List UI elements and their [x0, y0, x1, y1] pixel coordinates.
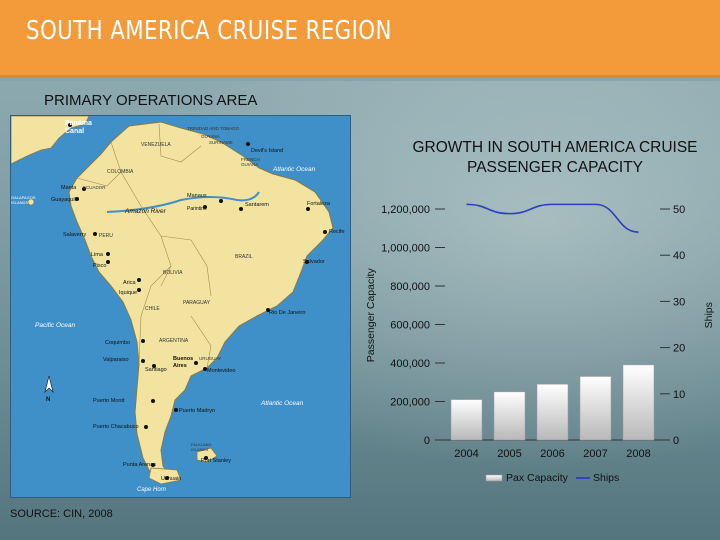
bar-2008	[622, 364, 655, 441]
map-label-arica: Arica	[123, 280, 136, 286]
chart-title: GROWTH IN SOUTH AMERICA CRUISE PASSENGER…	[412, 139, 698, 176]
x-tick-label: 2005	[497, 448, 521, 460]
map-label-puerto-chacabuco: Puerto Chacabuco	[93, 424, 139, 430]
bar-2004	[450, 399, 483, 441]
map-label-french-guiana: FRENCH GUIANA	[241, 157, 260, 167]
map-label-chile: CHILE	[145, 306, 160, 312]
map-label-santiago: Santiago	[145, 367, 167, 373]
country-borders	[76, 123, 212, 369]
map-label-venezuela: VENEZUELA	[141, 142, 171, 148]
map-label-manaus: Manaus	[187, 193, 207, 199]
y-tick-label: 400,000	[390, 358, 430, 370]
y2-tick-label: 30	[673, 296, 685, 308]
bar-2006	[536, 383, 569, 441]
source-note: SOURCE: CIN, 2008	[10, 508, 113, 520]
south-america-land	[68, 121, 334, 483]
map-label-galapagos: GALAPAGOS ISLANDS	[11, 195, 36, 205]
x-tick-label: 2008	[626, 448, 650, 460]
x-tick-label: 2004	[454, 448, 478, 460]
y2-tick-label: 10	[673, 389, 685, 401]
y-axis-title: Passenger Capacity	[365, 268, 377, 363]
south-america-map: Panama Canal TRINIDAD AND TOBAGO GUYANA …	[10, 115, 351, 498]
bar-2007	[579, 376, 612, 441]
map-label-puerto-madryn: Puerto Madryn	[179, 408, 216, 414]
map-label-amazon-river: Amazon River	[125, 208, 166, 215]
map-label-buenos-aires: Buenos Aires	[173, 356, 194, 369]
legend-label-ships: Ships	[593, 472, 619, 484]
map-label-uruguay: URUGUAY	[199, 356, 222, 361]
map-label-iquique: Iquique	[119, 290, 138, 296]
x-tick-label: 2007	[583, 448, 607, 460]
map-label-devils-island: Devil's Island	[251, 148, 284, 154]
y-tick-label: 1,000,000	[381, 243, 430, 255]
x-tick-label: 2006	[540, 448, 564, 460]
map-label-puerto-montt: Puerto Montt	[93, 398, 125, 404]
map-label-north: N	[46, 397, 51, 403]
map-label-suriname: SURINAME	[209, 140, 233, 145]
map-label-bolivia: BOLIVIA	[163, 270, 183, 276]
map-label-lima: Lima	[91, 252, 103, 258]
map-label-valparaiso: Valparaiso	[103, 357, 129, 363]
capacity-chart: 0 200,000 400,000 600,000 800,000 1,000,000 1,…	[365, 203, 715, 484]
map-label-peru: PERU	[99, 233, 113, 239]
y2-tick-label: 20	[673, 343, 685, 355]
bar-series	[450, 364, 655, 441]
map-label-rio: Rio De Janeiro	[269, 310, 306, 316]
map-label-parintins: Parintins	[187, 206, 207, 212]
map-label-santarem: Santarem	[245, 202, 269, 208]
map-label-salaverry: Salaverry	[63, 232, 87, 238]
map-label-ecuador: ECUADOR	[83, 185, 106, 190]
map-label-guayaquil: Guayaquil	[51, 197, 76, 203]
map-label-panama-canal: Panama Canal	[65, 120, 92, 135]
city-markers	[68, 123, 327, 480]
section-label: PRIMARY OPERATIONS AREA	[44, 92, 258, 109]
y2-tick-label: 40	[673, 250, 685, 262]
map-label-montevideo: Montevideo	[207, 368, 236, 374]
map-label-coquimbo: Coquimbo	[105, 340, 131, 346]
bar-2005	[493, 391, 526, 441]
map-label-paraguay: PARAGUAY	[183, 300, 211, 306]
map-label-manta: Manta	[61, 185, 77, 191]
map-label-argentina: ARGENTINA	[159, 338, 189, 344]
legend-swatch-pax	[485, 474, 503, 482]
map-label-colombia: COLOMBIA	[107, 169, 134, 175]
map-label-atlantic-top: Atlantic Ocean	[273, 166, 316, 173]
map-label-punta-arenas: Punta Arenas	[123, 462, 157, 468]
map-label-port-stanley: Port Stanley	[201, 458, 231, 464]
map-label-cape-horn: Cape Horn	[137, 487, 167, 493]
map-label-salvador: Salvador	[303, 259, 325, 265]
map-label-trinidad: TRINIDAD AND TOBAGO	[187, 126, 240, 131]
legend-label-pax: Pax Capacity	[506, 472, 569, 484]
central-america-land	[11, 116, 90, 165]
y-tick-label: 0	[424, 435, 430, 447]
map-label-ushuaia: Ushuaia	[161, 476, 182, 482]
y-tick-label: 1,200,000	[381, 204, 430, 216]
tierra-del-fuego-land	[148, 467, 182, 485]
north-arrow-icon	[44, 375, 54, 393]
y2-tick-label: 50	[673, 204, 685, 216]
falkland-land	[196, 447, 218, 463]
y-tick-label: 600,000	[390, 320, 430, 332]
y2-tick-label: 0	[673, 435, 679, 447]
map-label-recife: Recife	[329, 229, 345, 235]
line-series	[466, 203, 639, 233]
map-label-atlantic-bottom: Atlantic Ocean	[261, 400, 304, 407]
map-label-brazil: BRAZIL	[235, 254, 253, 260]
map-label-fortaleza: Fortaleza	[307, 201, 330, 207]
y-tick-label: 200,000	[390, 397, 430, 409]
map-label-falkland: FALKLAND ISLANDS	[191, 442, 212, 452]
y-tick-label: 800,000	[390, 281, 430, 293]
page-title: SOUTH AMERICA CRUISE REGION	[26, 16, 392, 46]
chart-labels: 0 200,000 400,000 600,000 800,000 1,000,000 1,…	[365, 204, 715, 484]
ships-line	[466, 203, 639, 233]
map-graphic	[11, 116, 334, 485]
galapagos-land	[27, 198, 35, 206]
amazon-river	[106, 191, 260, 213]
y2-axis-title: Ships	[703, 302, 715, 328]
map-label-pisco: Pisco	[93, 263, 107, 269]
map-label-pacific: Pacific Ocean	[35, 322, 76, 329]
map-label-guyana: GUYANA	[201, 134, 220, 139]
header-banner: SOUTH AMERICA CRUISE REGION	[0, 0, 720, 78]
